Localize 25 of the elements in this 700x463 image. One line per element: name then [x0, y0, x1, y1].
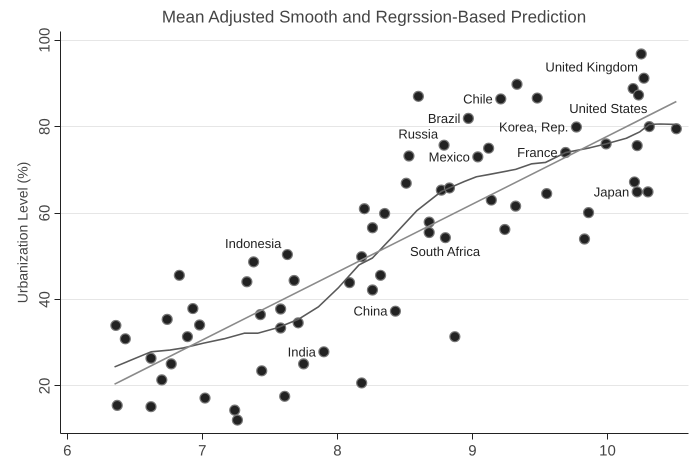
annotation: Korea, Rep. — [499, 120, 568, 135]
y-tick-label: 60 — [36, 204, 54, 222]
annotation: France — [517, 145, 558, 160]
annotation: Brazil — [428, 110, 460, 126]
y-tick-label: 100 — [36, 28, 54, 53]
annotation: United Kingdom — [545, 60, 638, 75]
x-tick-label: 10 — [599, 442, 616, 460]
x-tick-label: 8 — [333, 442, 342, 460]
annotation: Mexico — [428, 149, 470, 164]
y-tick-label: 80 — [36, 118, 54, 135]
annotation: China — [353, 304, 388, 319]
annotation: Russia — [398, 126, 439, 142]
x-tick-label: 7 — [198, 442, 206, 460]
x-tick-label: 9 — [468, 442, 477, 460]
annotation: Indonesia — [225, 236, 282, 252]
annotation: South Africa — [410, 244, 481, 260]
y-tick-label: 20 — [36, 378, 54, 394]
annotation: India — [288, 344, 317, 360]
annotation: Chile — [463, 91, 493, 106]
y-tick-label: 40 — [36, 291, 54, 308]
chart-title: Mean Adjusted Smooth and Regrssion-Based Prediction — [162, 8, 586, 26]
annotation: Japan — [594, 184, 630, 200]
x-tick-label: 6 — [63, 442, 72, 460]
annotation: United States — [569, 101, 648, 116]
y-axis-title: Urbanization Level (%) — [14, 162, 30, 304]
